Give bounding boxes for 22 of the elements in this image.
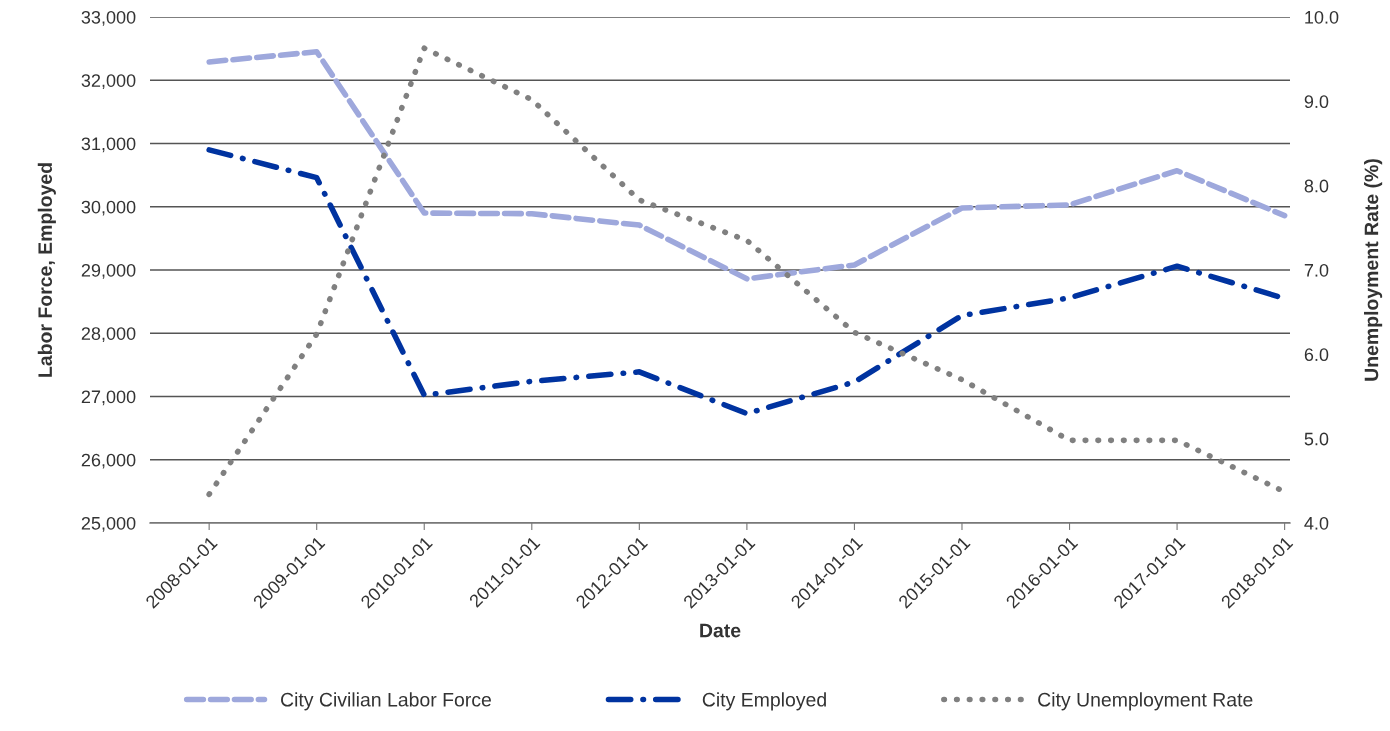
- y-tick-label: 31,000: [81, 137, 136, 153]
- y-tick-label: 26,000: [81, 453, 136, 469]
- y2-tick-label: 6.0: [1304, 348, 1329, 362]
- y2-tick-label: 5.0: [1304, 432, 1329, 446]
- y2-axis-title: Unemployment Rate (%): [1364, 159, 1383, 381]
- y-tick-label: 27,000: [81, 390, 136, 406]
- y-tick-label: 29,000: [81, 263, 136, 279]
- y2-tick-label: 7.0: [1304, 263, 1329, 277]
- y-tick-label: 33,000: [81, 10, 136, 26]
- y2-tick-label: 4.0: [1304, 516, 1329, 530]
- legend-label: City Employed: [702, 692, 826, 711]
- y2-tick-label: 10.0: [1305, 10, 1339, 24]
- y-tick-label: 25,000: [81, 516, 136, 532]
- y2-tick-label: 8.0: [1304, 179, 1329, 193]
- y-tick-label: 32,000: [81, 74, 136, 90]
- y2-tick-label: 9.0: [1304, 95, 1329, 109]
- x-axis-title: Date: [700, 623, 741, 638]
- y-tick-label: 28,000: [81, 327, 136, 343]
- legend-label: City Unemployment Rate: [1038, 692, 1253, 711]
- legend-label: City Civilian Labor Force: [281, 692, 491, 711]
- y-axis-title: Labor Force, Employed: [37, 163, 56, 377]
- y-tick-label: 30,000: [81, 200, 136, 216]
